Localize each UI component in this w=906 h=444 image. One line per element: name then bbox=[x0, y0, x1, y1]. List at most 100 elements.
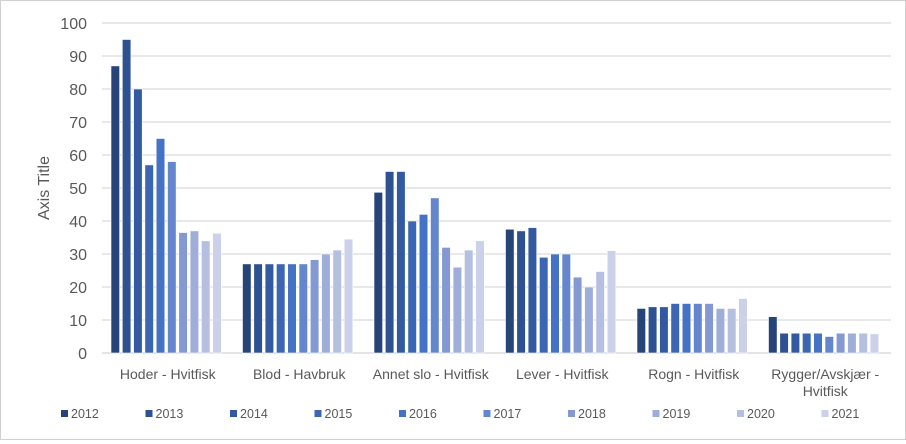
y-tick-label: 50 bbox=[69, 181, 87, 198]
legend-label: 2016 bbox=[409, 407, 437, 421]
legend-swatch bbox=[399, 410, 406, 417]
bar-2012 bbox=[110, 65, 120, 354]
legend-item-2014: 2014 bbox=[230, 407, 268, 421]
bar-2016 bbox=[681, 303, 692, 354]
bar-2018 bbox=[704, 303, 714, 354]
bar-2014 bbox=[790, 332, 800, 354]
bar-2017 bbox=[693, 303, 703, 354]
bar-2016 bbox=[418, 214, 429, 354]
bar-2013 bbox=[516, 230, 526, 354]
y-axis-ticks: 0 10 20 30 40 50 60 70 80 90 100 bbox=[60, 16, 87, 363]
bar-2021 bbox=[738, 298, 748, 354]
legend-label: 2021 bbox=[832, 407, 860, 421]
gridlines bbox=[102, 22, 891, 354]
bar-2017 bbox=[824, 336, 834, 354]
category-label-line: Rogn - Hvitfisk bbox=[648, 366, 740, 382]
bar-2020 bbox=[332, 249, 342, 354]
bar-2021 bbox=[869, 333, 880, 354]
bar-2016 bbox=[155, 138, 166, 354]
bar-2019 bbox=[847, 332, 857, 354]
category-label: Rygger/Avskjær -Hvitfisk bbox=[771, 366, 879, 399]
bar-2020 bbox=[464, 249, 474, 354]
y-tick-label: 30 bbox=[69, 247, 87, 264]
legend-item-2015: 2015 bbox=[314, 407, 353, 421]
y-tick-label: 90 bbox=[69, 49, 87, 66]
bar-2017 bbox=[167, 161, 177, 354]
category-label-line: Lever - Hvitfisk bbox=[516, 366, 610, 382]
legend: 2012 2013 2014 2015 2016 2017 2018 2019 2020 2021 bbox=[61, 407, 859, 421]
category-label-line: Hoder - Hvitfisk bbox=[120, 366, 217, 382]
bar-2020 bbox=[201, 240, 211, 354]
bar-2013 bbox=[122, 39, 132, 354]
legend-swatch bbox=[652, 410, 660, 417]
bar-2013 bbox=[647, 306, 658, 354]
category-label-line: Blod - Havbruk bbox=[253, 366, 347, 382]
category-label: Rogn - Hvitfisk bbox=[648, 366, 740, 382]
bar-2020 bbox=[595, 271, 605, 354]
legend-item-2016: 2016 bbox=[399, 407, 437, 421]
category-label-line: Hvitfisk bbox=[803, 383, 849, 399]
bar-2021 bbox=[606, 250, 617, 354]
bar-2012 bbox=[373, 191, 383, 354]
bar-2015 bbox=[539, 256, 549, 354]
legend-item-2019: 2019 bbox=[652, 407, 691, 421]
category-label-line: Annet slo - Hvitfisk bbox=[373, 366, 490, 382]
bar-2018 bbox=[835, 332, 846, 354]
legend-label: 2015 bbox=[325, 407, 353, 421]
bar-2019 bbox=[321, 253, 331, 354]
bar-2019 bbox=[584, 286, 594, 354]
x-axis-labels: Hoder - Hvitfisk Blod - Havbruk Annet slo … bbox=[120, 366, 880, 399]
bar-2016 bbox=[813, 332, 823, 354]
legend-swatch bbox=[314, 410, 322, 417]
legend-label: 2013 bbox=[156, 407, 184, 421]
legend-item-2013: 2013 bbox=[145, 407, 184, 421]
legend-label: 2018 bbox=[578, 407, 606, 421]
bar-2017 bbox=[561, 253, 571, 354]
category-label: Annet slo - Hvitfisk bbox=[373, 366, 490, 382]
legend-label: 2020 bbox=[747, 407, 775, 421]
bar-2021 bbox=[343, 238, 354, 354]
y-tick-label: 80 bbox=[69, 82, 87, 99]
bar-2021 bbox=[212, 232, 222, 354]
legend-item-2018: 2018 bbox=[568, 407, 606, 421]
bar-2013 bbox=[779, 332, 789, 354]
y-tick-label: 40 bbox=[69, 214, 87, 231]
bar-2013 bbox=[253, 263, 263, 354]
bar-2014 bbox=[396, 171, 406, 354]
legend-swatch bbox=[483, 410, 491, 417]
legend-swatch bbox=[61, 410, 68, 417]
bar-2020 bbox=[858, 332, 868, 354]
bar-2016 bbox=[550, 253, 560, 354]
legend-item-2020: 2020 bbox=[737, 407, 775, 421]
bar-2016 bbox=[287, 263, 297, 354]
bar-2014 bbox=[133, 88, 143, 354]
bar-2013 bbox=[384, 171, 395, 354]
legend-label: 2019 bbox=[663, 407, 691, 421]
bar-2015 bbox=[670, 303, 680, 354]
legend-label: 2014 bbox=[240, 407, 268, 421]
bar-2018 bbox=[178, 232, 188, 354]
bar-2014 bbox=[659, 306, 669, 354]
y-tick-label: 60 bbox=[69, 148, 87, 165]
bar-2017 bbox=[298, 263, 308, 354]
bar-2014 bbox=[527, 227, 537, 354]
bar-2019 bbox=[189, 230, 200, 354]
y-tick-label: 100 bbox=[60, 16, 87, 33]
bar-2015 bbox=[802, 332, 812, 354]
y-tick-label: 20 bbox=[69, 280, 87, 297]
y-tick-label: 70 bbox=[69, 115, 87, 132]
bars bbox=[110, 39, 880, 354]
category-label: Hoder - Hvitfisk bbox=[120, 366, 217, 382]
y-tick-label: 10 bbox=[69, 313, 87, 330]
bar-2021 bbox=[475, 240, 485, 354]
legend-item-2021: 2021 bbox=[821, 407, 860, 421]
bar-2020 bbox=[727, 308, 737, 354]
y-axis-title: Axis Title bbox=[36, 156, 53, 220]
bar-2019 bbox=[452, 266, 463, 354]
bar-2015 bbox=[407, 220, 417, 354]
bar-2014 bbox=[264, 263, 275, 354]
legend-label: 2017 bbox=[494, 407, 522, 421]
y-tick-label: 0 bbox=[78, 346, 87, 363]
legend-swatch bbox=[568, 410, 575, 417]
